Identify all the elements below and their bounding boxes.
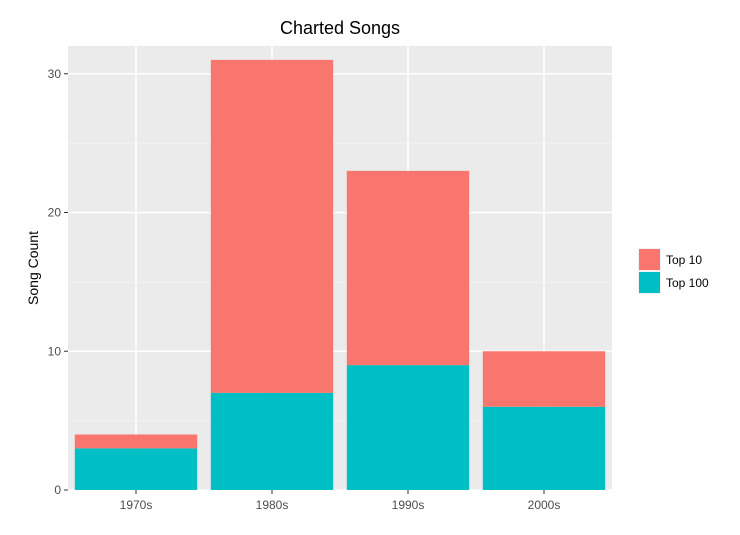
y-tick-label: 0 <box>54 483 61 497</box>
bar-1970s-top-100 <box>74 448 198 490</box>
x-tick-label: 1990s <box>392 498 425 512</box>
bar-2000s-top-10 <box>482 351 606 407</box>
legend-label: Top 100 <box>666 276 709 290</box>
legend-swatch-top-10 <box>639 249 660 270</box>
bar-1990s-top-100 <box>346 365 470 490</box>
bar-1990s-top-10 <box>346 170 470 366</box>
x-tick-label: 1980s <box>256 498 289 512</box>
y-tick-label: 10 <box>48 344 62 358</box>
x-tick-label: 1970s <box>120 498 153 512</box>
x-tick-label: 2000s <box>528 498 561 512</box>
axes: 0 10 20 30 1970s 1980s 1990s 2000s <box>48 67 561 512</box>
legend: Top 10 Top 100 <box>638 248 709 294</box>
chart-title: Charted Songs <box>280 18 400 38</box>
bar-1980s-top-10 <box>210 59 334 393</box>
y-axis-label: Song Count <box>25 231 41 305</box>
y-tick-label: 20 <box>48 206 62 220</box>
legend-swatch-top-100 <box>639 272 660 293</box>
bar-1980s-top-100 <box>210 392 334 490</box>
bars <box>74 59 606 490</box>
bar-1970s-top-10 <box>74 434 198 449</box>
y-tick-label: 30 <box>48 67 62 81</box>
legend-label: Top 10 <box>666 253 702 267</box>
bar-2000s-top-100 <box>482 406 606 490</box>
